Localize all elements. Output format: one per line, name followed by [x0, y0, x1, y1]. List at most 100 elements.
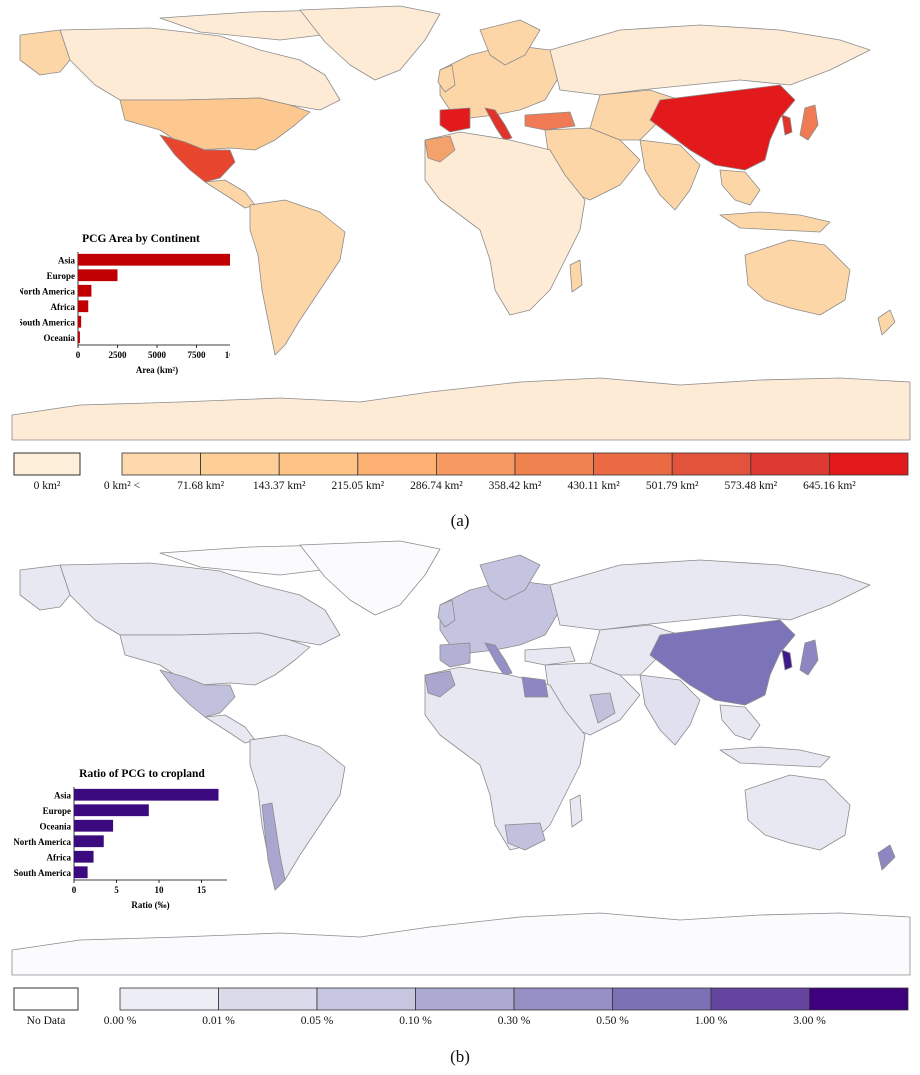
panel-b: Ratio of PCG to cropland Asia Europe Ocean…	[0, 535, 920, 1075]
land-australia	[744, 774, 851, 851]
land-new-zealand	[877, 309, 896, 336]
legend-bin-swatch	[218, 987, 318, 1011]
land-madagascar	[569, 794, 583, 828]
land-china	[649, 84, 796, 171]
land-china	[649, 619, 796, 706]
legend-bin-swatch	[514, 452, 594, 476]
legend-no-data-box	[13, 987, 79, 1011]
category-label: North America	[14, 837, 71, 847]
land-italy	[484, 107, 513, 141]
legend-bin-label: 286.74 km²	[410, 480, 463, 492]
land-mexico	[159, 669, 236, 718]
bar-north-america	[74, 835, 104, 848]
legend-bin-swatch	[593, 452, 673, 476]
legend-bin-label: 645.16 km²	[803, 480, 856, 492]
legend-no-data-label: No Data	[26, 1015, 66, 1027]
land-japan	[799, 639, 819, 676]
legend-pcg-area	[13, 452, 909, 476]
tick-label: 0	[72, 885, 77, 895]
legend-bin-swatch	[612, 987, 712, 1011]
legend-bin-swatch	[829, 452, 909, 476]
land-central-asia	[589, 624, 681, 676]
tick-label: 15	[197, 885, 207, 895]
legend-bin-swatch	[121, 452, 201, 476]
land-alaska	[19, 29, 71, 76]
land-se-asia	[719, 169, 761, 206]
land-korea	[781, 649, 793, 671]
land-morocco	[424, 135, 456, 163]
land-india	[639, 139, 701, 211]
land-antarctica	[11, 912, 911, 976]
tick-label: 5000	[148, 350, 167, 360]
bar-north-america	[78, 284, 92, 297]
legend-bin-swatch	[119, 987, 219, 1011]
land-spain	[439, 107, 471, 133]
bar-europe	[78, 269, 118, 282]
bar-south-america	[78, 315, 82, 328]
category-label: Asia	[58, 255, 76, 265]
map-pcg-ratio	[0, 535, 920, 985]
legend-bin-label: 0.10 %	[399, 1015, 432, 1027]
x-axis-label: Ratio (‰)	[131, 900, 169, 910]
land-alaska	[19, 564, 71, 611]
bar-asia	[78, 253, 230, 266]
legend-bin-label: 501.79 km²	[645, 480, 699, 492]
legend-zero-box	[13, 452, 81, 476]
bar-africa	[78, 300, 89, 313]
land-indonesia	[719, 746, 831, 768]
panel-a: PCG Area by Continent Asia Europe North Am…	[0, 0, 920, 535]
land-egypt	[521, 676, 549, 698]
legend-bin-swatch	[710, 987, 810, 1011]
land-spain	[439, 642, 471, 668]
legend-bin-label: 215.05 km²	[331, 480, 385, 492]
land-central-asia	[589, 89, 681, 141]
legend-bin-swatch	[750, 452, 830, 476]
land-canada	[59, 27, 341, 111]
tick-label: 5	[114, 885, 119, 895]
legend-bin-swatch	[809, 987, 909, 1011]
legend-bin-swatch	[671, 452, 752, 476]
land-antarctica	[11, 377, 911, 441]
legend-bin-label: 0 km² <	[103, 480, 141, 492]
legend-pcg-ratio	[13, 987, 909, 1011]
legend-bin-swatch	[357, 452, 437, 476]
legend-bin-swatch	[278, 452, 359, 476]
bar-europe	[74, 804, 149, 817]
legend-bin-swatch	[316, 987, 416, 1011]
legend-bin-label: 430.11 km²	[567, 480, 620, 492]
land-canada	[59, 562, 341, 646]
legend-bin-label: 0.30 %	[497, 1015, 531, 1027]
category-label: Oceania	[40, 821, 72, 831]
x-axis-label: Area (km²)	[136, 365, 178, 375]
tick-label: 2500	[109, 350, 128, 360]
land-indonesia	[719, 211, 831, 233]
land-africa	[424, 131, 586, 316]
legend-bin-swatch	[513, 987, 613, 1011]
bar-africa	[74, 850, 94, 863]
land-turkey	[524, 646, 576, 666]
category-label: Europe	[47, 271, 75, 281]
category-label: Africa	[47, 852, 72, 862]
bar-south-america	[74, 866, 88, 879]
land-korea	[781, 114, 793, 136]
land-south-africa	[504, 822, 546, 851]
legend-bin-label: 0.01 %	[202, 1015, 235, 1027]
tick-label: 10	[155, 885, 165, 895]
land-usa	[119, 632, 311, 686]
category-label: North America	[20, 286, 75, 296]
legend-bin-label: 3.00 %	[793, 1015, 826, 1027]
bar-asia	[74, 788, 219, 801]
caption-b: (b)	[450, 1047, 470, 1066]
land-italy	[484, 642, 513, 676]
inset-b-title: Ratio of PCG to cropland	[79, 768, 205, 780]
legend-bin-label: 1.00 %	[694, 1015, 728, 1027]
inset-a-title: PCG Area by Continent	[82, 233, 200, 245]
legend-bin-label: 0.50 %	[596, 1015, 629, 1027]
category-label: Africa	[51, 302, 76, 312]
tick-label: 0	[76, 350, 81, 360]
land-greenland	[299, 540, 441, 616]
land-madagascar	[569, 259, 583, 293]
category-label: Asia	[54, 790, 72, 800]
land-south-america	[249, 199, 346, 356]
category-label: South America	[14, 868, 71, 878]
